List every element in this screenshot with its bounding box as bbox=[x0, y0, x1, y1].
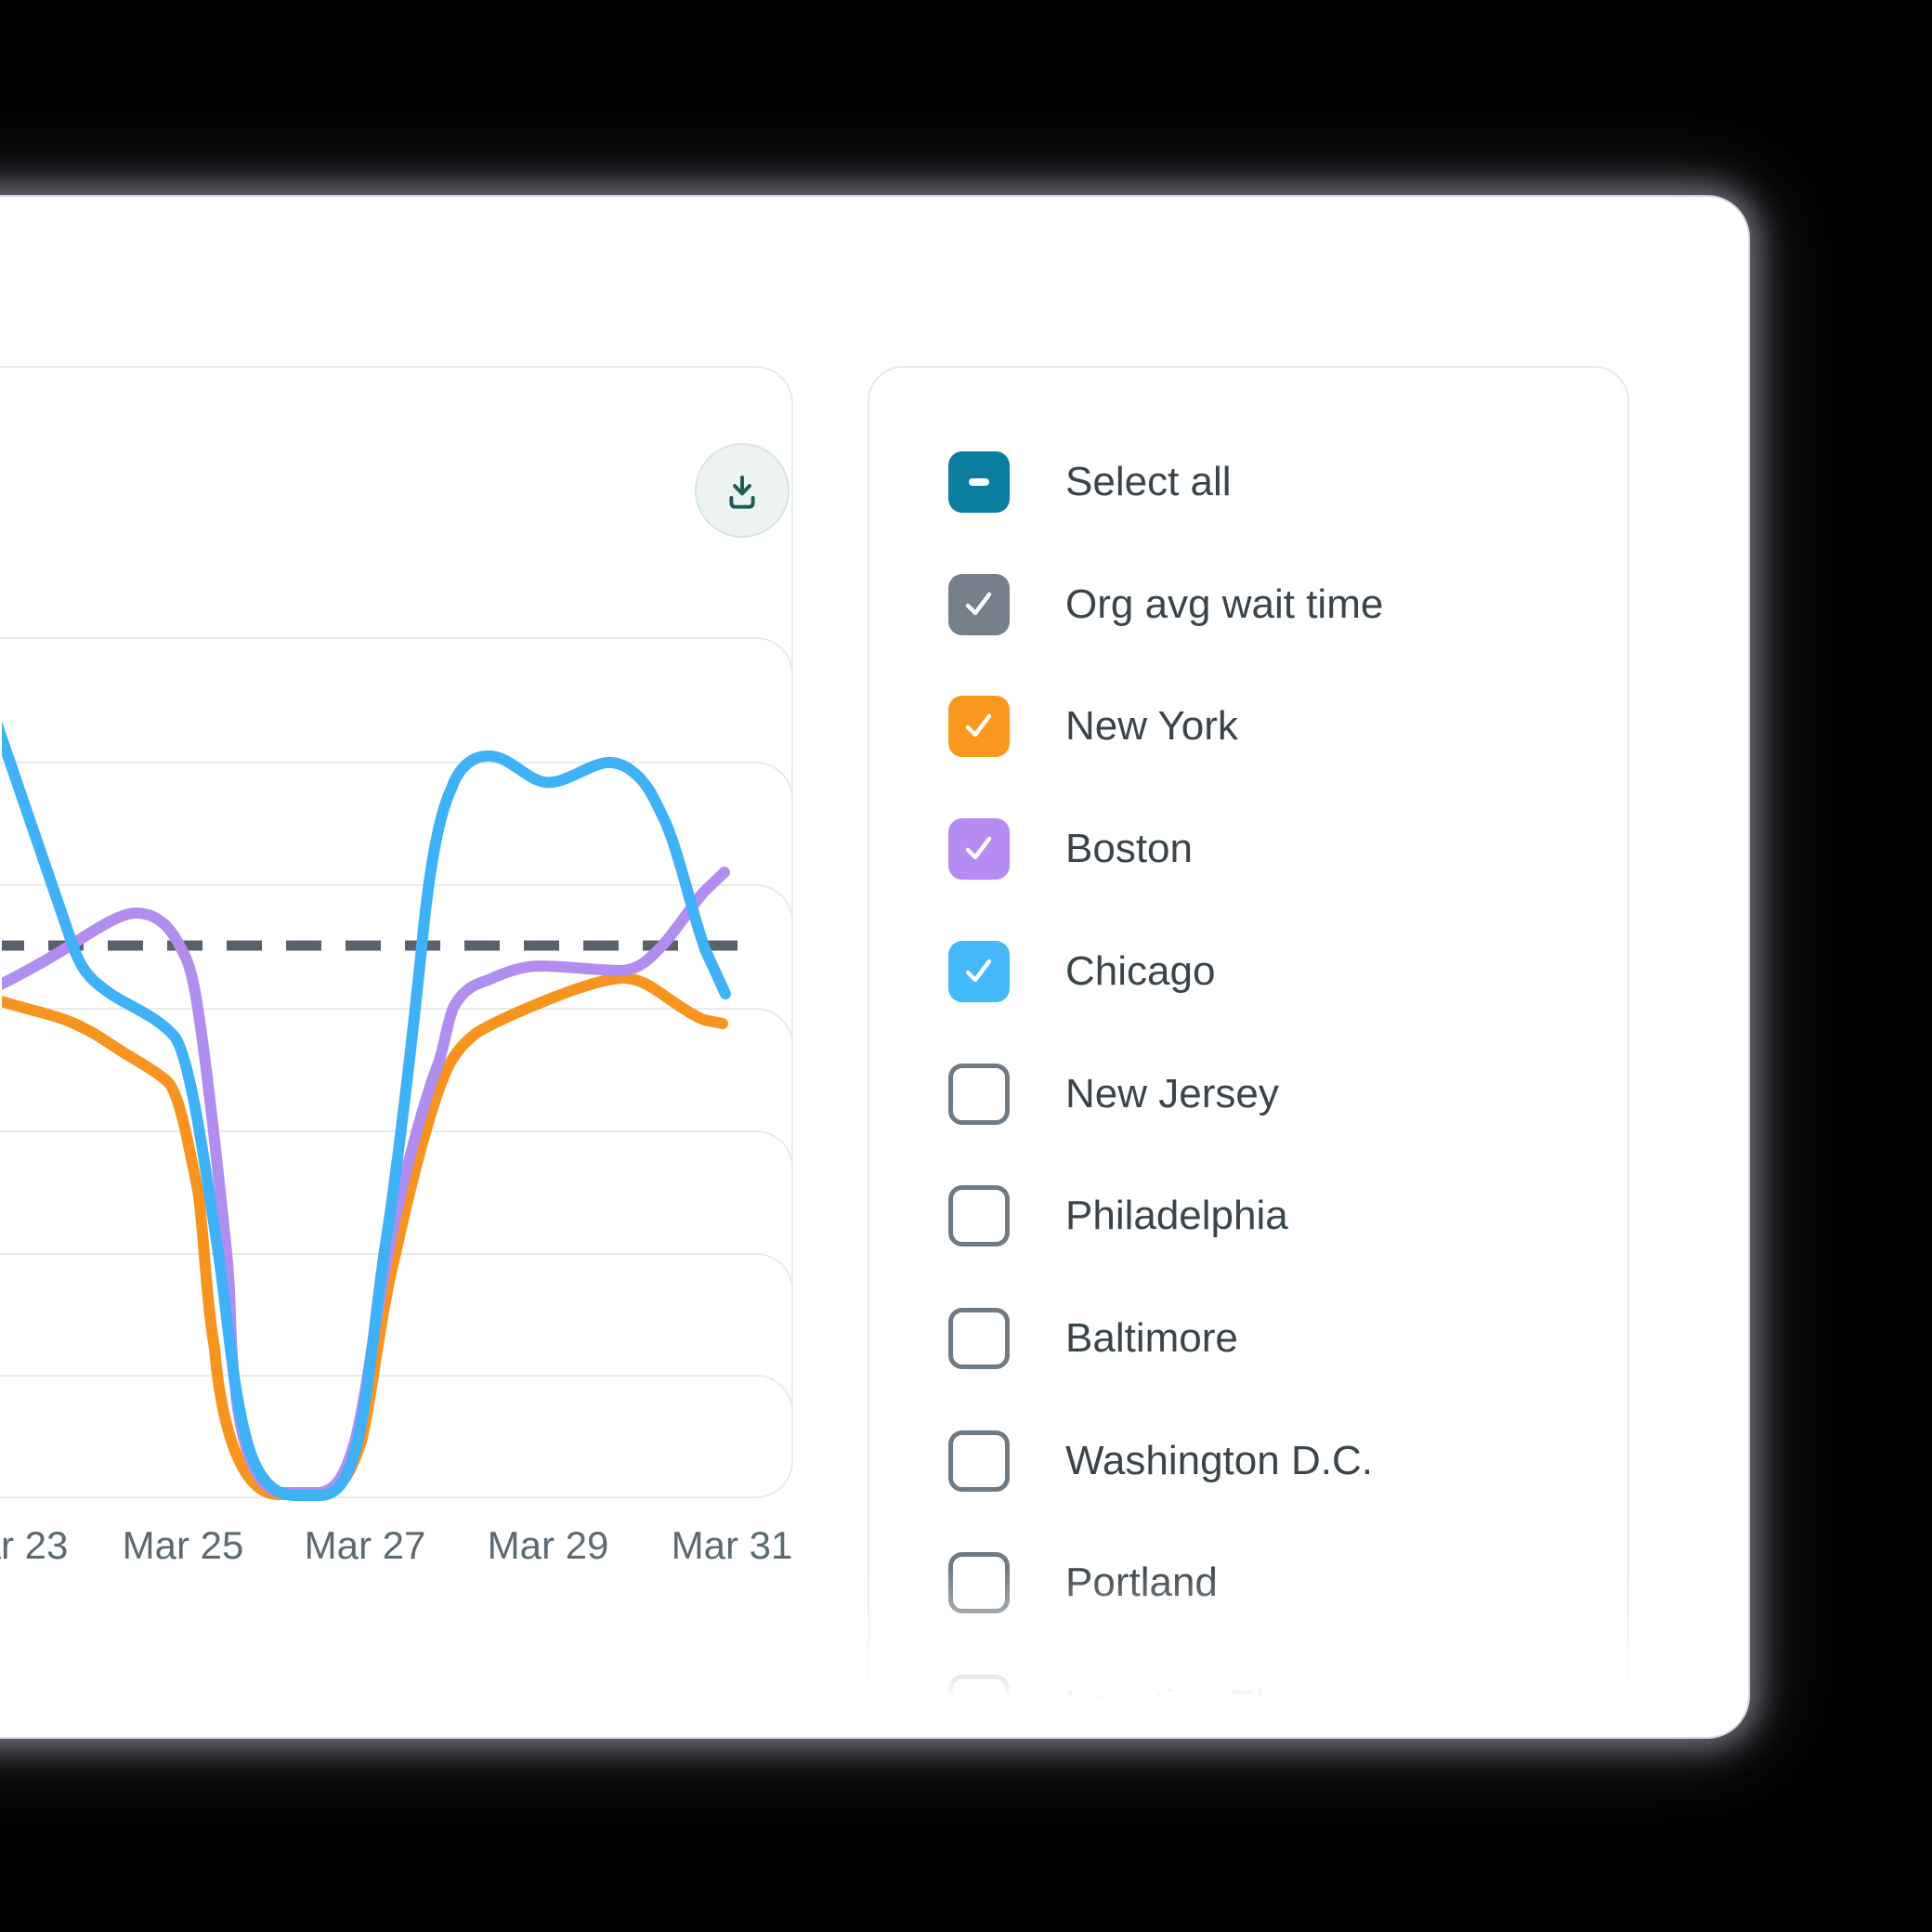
legend-item-label: New York bbox=[1065, 703, 1238, 750]
download-button[interactable] bbox=[695, 443, 790, 538]
x-tick-mar-31: Mar 31 bbox=[671, 1523, 793, 1567]
minus-icon bbox=[969, 478, 989, 486]
legend-item-label: Location Three bbox=[1065, 1682, 1338, 1728]
legend-item-philadelphia[interactable]: Philadelphia bbox=[948, 1185, 1599, 1247]
checkbox-washington-dc[interactable] bbox=[948, 1429, 1010, 1492]
checkbox-boston[interactable] bbox=[948, 818, 1010, 881]
check-icon bbox=[965, 959, 992, 982]
checkbox-chicago[interactable] bbox=[948, 940, 1010, 1002]
legend-item-label: Portland bbox=[1065, 1560, 1218, 1606]
legend-item-label: Philadelphia bbox=[1065, 1193, 1288, 1239]
legend-item-new-jersey[interactable]: New Jersey bbox=[948, 1063, 1599, 1125]
legend-item-label: Boston bbox=[1065, 826, 1193, 872]
legend-item-select-all[interactable]: Select all bbox=[948, 451, 1599, 513]
check-icon bbox=[965, 836, 992, 860]
checkbox-location-three[interactable] bbox=[948, 1675, 1010, 1736]
x-tick-mar-25: Mar 25 bbox=[122, 1523, 244, 1567]
checkbox-baltimore[interactable] bbox=[948, 1307, 1010, 1369]
legend-item-label: New Jersey bbox=[1065, 1070, 1279, 1116]
checkbox-select-all[interactable] bbox=[948, 451, 1010, 513]
checkbox-new-york[interactable] bbox=[948, 696, 1010, 758]
checkbox-philadelphia[interactable] bbox=[948, 1185, 1010, 1247]
legend-item-label: Chicago bbox=[1065, 947, 1216, 994]
legend-item-location-three[interactable]: Location Three bbox=[948, 1675, 1599, 1736]
chart-plot-frame bbox=[0, 366, 793, 1498]
download-icon bbox=[729, 475, 755, 509]
legend-item-org-avg-wait-time[interactable]: Org avg wait time bbox=[948, 573, 1599, 635]
legend-item-portland[interactable]: Portland bbox=[948, 1552, 1599, 1614]
checkbox-portland[interactable] bbox=[948, 1552, 1010, 1614]
dashboard-card: Mar 23 Mar 25 Mar 27 Mar 29 Mar 31 bbox=[0, 195, 1750, 1739]
legend-item-chicago[interactable]: Chicago bbox=[948, 940, 1599, 1002]
x-tick-mar-23: Mar 23 bbox=[0, 1523, 69, 1567]
card-header bbox=[0, 197, 1748, 366]
chicago-line bbox=[2, 721, 731, 1501]
legend-item-label: Washington D.C. bbox=[1065, 1437, 1373, 1483]
wait-time-line-chart bbox=[2, 721, 745, 1501]
legend-item-label: Select all bbox=[1065, 459, 1232, 504]
legend-item-baltimore[interactable]: Baltimore bbox=[948, 1307, 1599, 1369]
check-icon bbox=[965, 714, 992, 738]
legend-item-boston[interactable]: Boston bbox=[948, 818, 1599, 881]
legend-item-new-york[interactable]: New York bbox=[948, 696, 1599, 758]
legend-item-washington-dc[interactable]: Washington D.C. bbox=[948, 1429, 1599, 1492]
check-icon bbox=[965, 592, 992, 615]
series-selector-panel: Select all Org avg wait time New York bbox=[860, 366, 1637, 1737]
checkbox-org-avg-wait-time[interactable] bbox=[948, 573, 1010, 635]
checkbox-new-jersey[interactable] bbox=[948, 1063, 1010, 1125]
legend-item-label: Org avg wait time bbox=[1065, 581, 1384, 627]
legend-item-label: Baltimore bbox=[1065, 1314, 1238, 1361]
x-tick-mar-27: Mar 27 bbox=[304, 1523, 426, 1567]
x-tick-mar-29: Mar 29 bbox=[487, 1523, 609, 1567]
